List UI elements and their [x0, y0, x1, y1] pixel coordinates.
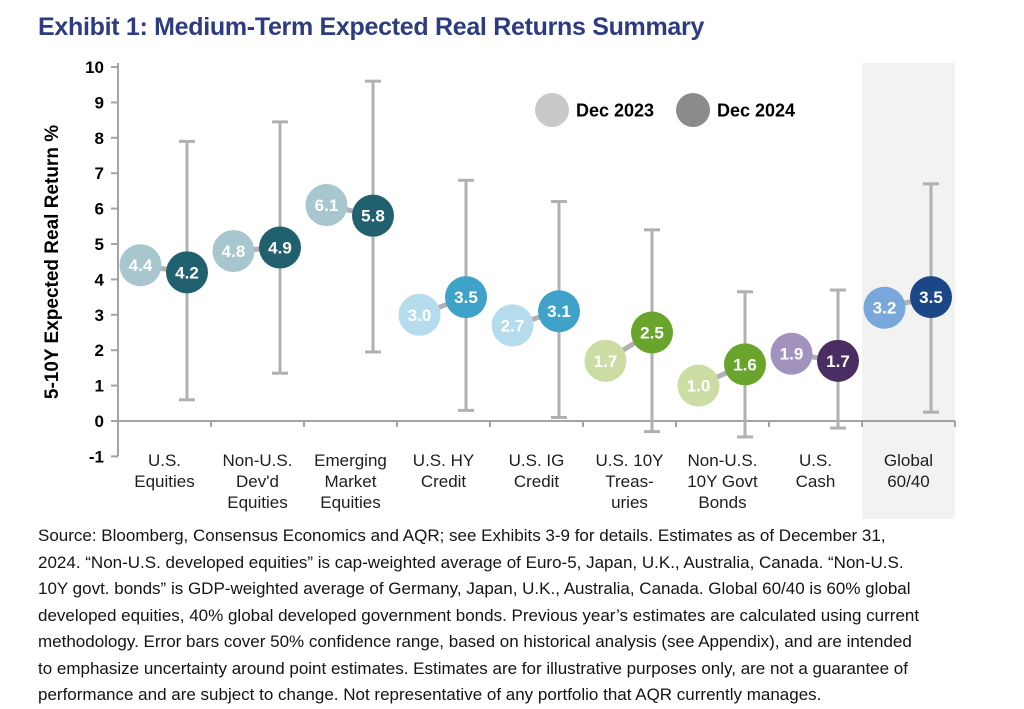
- x-category-label-non-u-s-10y-govt-bonds: Non-U.S. 10Y Govt Bonds: [687, 451, 758, 512]
- y-axis-title: 5-10Y Expected Real Return %: [42, 125, 63, 399]
- point-dec-2023-u-s-equities: [119, 244, 162, 287]
- point-dec-2023-u-s-hy-credit: [398, 293, 441, 336]
- legend-marker-dec-2024: [676, 93, 710, 127]
- point-dec-2024-u-s-10y-treasuries: [631, 311, 673, 354]
- point-value-dec-2023-u-s-ig-credit: 2.7: [501, 316, 525, 335]
- source-note-line: to emphasize uncertainty around point es…: [38, 658, 908, 678]
- source-note-line: performance and are subject to change. N…: [38, 685, 822, 704]
- x-category-label-u-s-hy-credit: U.S. HY Credit: [413, 451, 474, 491]
- point-value-dec-2023-u-s-10y-treasuries: 1.7: [594, 352, 618, 371]
- point-dec-2024-u-s-hy-credit: [445, 276, 487, 319]
- source-note-line: 2024. “Non-U.S. developed equities” is c…: [38, 552, 904, 572]
- x-category-label-emerging-market-equities: Emerging Market Equities: [314, 451, 387, 512]
- legend-label-dec-2023: Dec 2023: [576, 100, 654, 120]
- y-tick-label: 2: [95, 341, 104, 360]
- point-dec-2024-non-u-s-dev-d-equities: [259, 226, 301, 269]
- source-note: Source: Bloomberg, Consensus Economics a…: [38, 523, 1008, 709]
- point-dec-2023-emerging-market-equities: [305, 184, 348, 227]
- y-tick-label: -1: [89, 447, 104, 466]
- source-note-line: Source: Bloomberg, Consensus Economics a…: [38, 526, 886, 545]
- point-dec-2024-u-s-ig-credit: [538, 290, 580, 333]
- x-category-label-u-s-10y-treasuries: U.S. 10Y Treas-uries: [595, 451, 663, 512]
- point-dec-2023-u-s-cash: [770, 332, 813, 375]
- x-category-label-non-u-s-dev-d-equities: Non-U.S. Dev'd Equities: [223, 451, 293, 512]
- x-category-label-global-60-40: Global 60/40: [884, 451, 933, 491]
- y-tick-label: 6: [95, 200, 104, 219]
- y-tick-label: 3: [95, 306, 104, 325]
- legend-marker-dec-2023: [535, 93, 569, 127]
- source-note-line: methodology. Error bars cover 50% confid…: [38, 632, 912, 651]
- point-dec-2024-u-s-cash: [817, 339, 859, 382]
- y-tick-label: 7: [95, 164, 104, 183]
- point-dec-2023-u-s-10y-treasuries: [584, 339, 627, 382]
- y-tick-label: 10: [85, 58, 104, 77]
- point-value-dec-2024-u-s-equities: 4.2: [175, 263, 199, 282]
- point-value-dec-2024-u-s-cash: 1.7: [826, 352, 850, 371]
- point-dec-2023-global-60-40: [863, 286, 906, 329]
- point-value-dec-2023-u-s-equities: 4.4: [129, 256, 153, 275]
- y-tick-label: 0: [95, 412, 104, 431]
- source-note-line: developed equities, 40% global developed…: [38, 605, 920, 625]
- point-value-dec-2023-non-u-s-dev-d-equities: 4.8: [222, 242, 246, 261]
- point-dec-2024-emerging-market-equities: [352, 194, 394, 237]
- point-value-dec-2024-u-s-10y-treasuries: 2.5: [640, 323, 664, 342]
- y-tick-label: 9: [95, 93, 104, 112]
- source-note-line: 10Y govt. bonds” is GDP-weighted average…: [38, 579, 911, 598]
- point-value-dec-2023-non-u-s-10y-govt-bonds: 1.0: [687, 377, 711, 396]
- point-value-dec-2024-u-s-hy-credit: 3.5: [454, 288, 478, 307]
- y-tick-label: 8: [95, 129, 104, 148]
- point-dec-2024-non-u-s-10y-govt-bonds: [724, 343, 766, 386]
- legend-label-dec-2024: Dec 2024: [717, 100, 795, 120]
- point-value-dec-2024-emerging-market-equities: 5.8: [361, 207, 385, 226]
- y-tick-label: 5: [95, 235, 104, 254]
- point-value-dec-2024-u-s-ig-credit: 3.1: [547, 302, 571, 321]
- x-category-label-u-s-cash: U.S. Cash: [796, 451, 836, 491]
- page-title: Exhibit 1: Medium-Term Expected Real Ret…: [38, 13, 705, 41]
- point-value-dec-2024-non-u-s-10y-govt-bonds: 1.6: [733, 355, 757, 374]
- point-value-dec-2024-non-u-s-dev-d-equities: 4.9: [268, 238, 292, 257]
- point-dec-2023-non-u-s-10y-govt-bonds: [677, 364, 720, 407]
- y-tick-label: 1: [95, 377, 104, 396]
- point-dec-2024-global-60-40: [910, 276, 952, 319]
- point-value-dec-2023-u-s-hy-credit: 3.0: [408, 306, 432, 325]
- point-dec-2024-u-s-equities: [166, 251, 208, 294]
- point-dec-2023-u-s-ig-credit: [491, 304, 534, 347]
- y-tick-label: 4: [95, 270, 105, 289]
- point-value-dec-2023-global-60-40: 3.2: [873, 299, 897, 318]
- point-value-dec-2023-u-s-cash: 1.9: [780, 345, 804, 364]
- x-category-label-u-s-equities: U.S. Equities: [134, 451, 194, 491]
- x-category-label-u-s-ig-credit: U.S. IG Credit: [509, 451, 565, 491]
- point-dec-2023-non-u-s-dev-d-equities: [212, 230, 255, 273]
- point-value-dec-2023-emerging-market-equities: 6.1: [315, 196, 339, 215]
- point-value-dec-2024-global-60-40: 3.5: [919, 288, 943, 307]
